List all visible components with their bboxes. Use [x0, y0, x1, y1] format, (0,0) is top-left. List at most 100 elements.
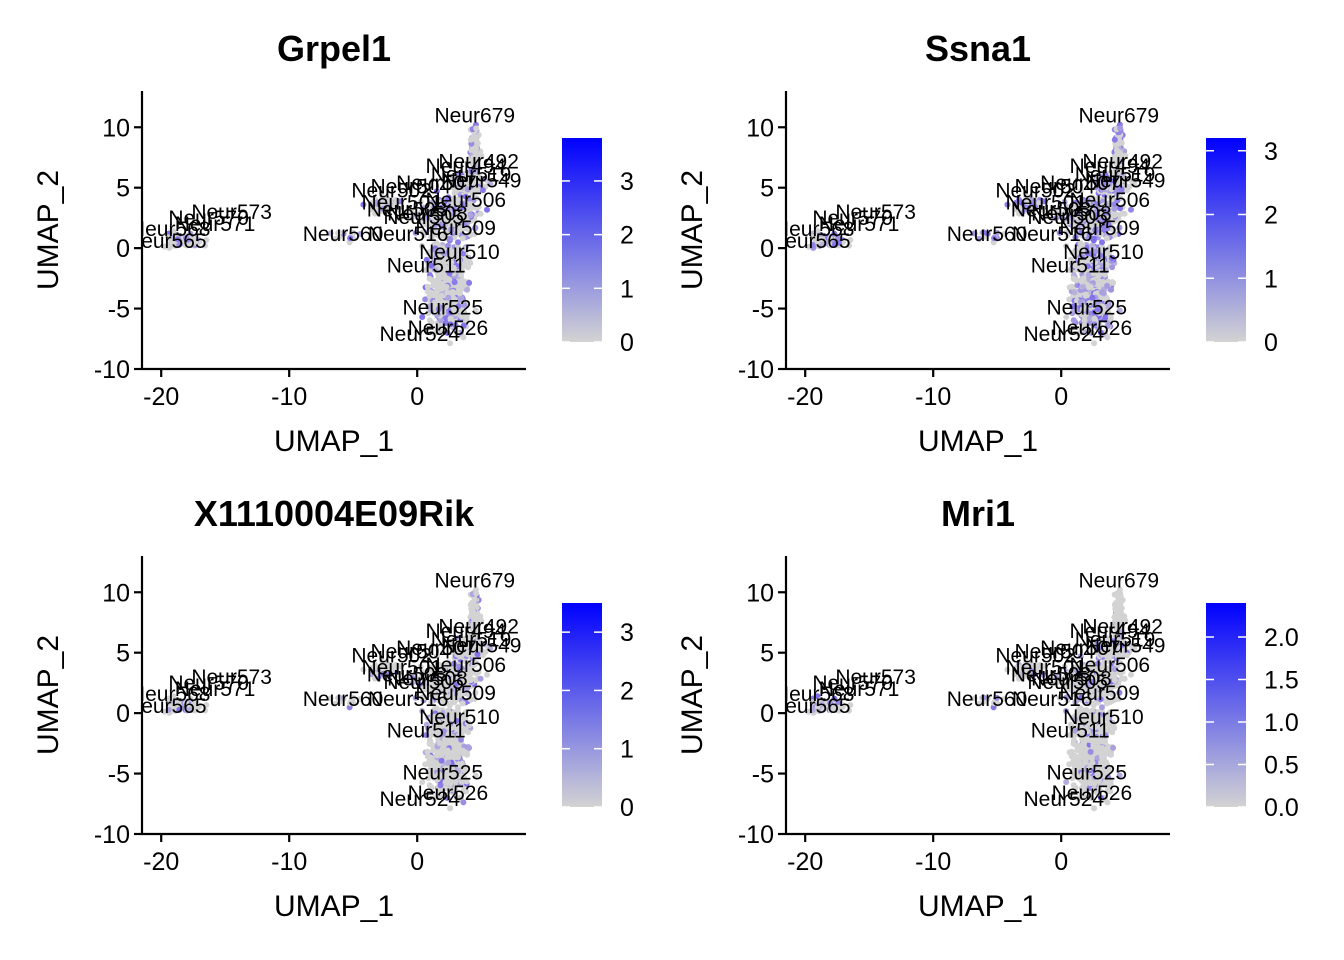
cell-point	[1118, 163, 1125, 170]
cell-point	[466, 172, 473, 179]
cell-point	[453, 329, 460, 336]
cell-point	[835, 239, 842, 246]
cell-point	[1078, 311, 1085, 318]
cluster-label: Neur504	[371, 176, 452, 199]
x-tick-label: -20	[787, 383, 823, 411]
y-tick-label: 5	[760, 175, 774, 203]
cell-point	[454, 174, 461, 181]
cluster-label: Neur679	[435, 569, 516, 592]
cell-point	[435, 207, 442, 214]
cell-point	[435, 283, 442, 290]
cell-point	[1097, 211, 1104, 218]
cell-point	[1116, 180, 1123, 187]
cell-point	[439, 223, 446, 230]
cell-point	[450, 290, 457, 297]
cluster-label: Neur509	[415, 217, 496, 240]
cluster-label: Neur679	[435, 104, 516, 127]
cell-point	[1104, 174, 1111, 181]
cell-point	[327, 230, 334, 237]
cluster-labels-layer: Neur679Neur492Neur494Neur519Neur549Neur5…	[142, 569, 521, 811]
cell-point	[450, 200, 457, 207]
cell-point	[449, 221, 455, 228]
cell-point	[448, 227, 455, 234]
cell-point	[1091, 321, 1098, 328]
cell-point	[434, 217, 441, 224]
cell-point	[459, 250, 466, 257]
cell-point	[423, 256, 430, 263]
y-axis-label: UMAP_2	[676, 170, 709, 290]
cell-point	[1075, 330, 1082, 337]
cell-point	[466, 279, 473, 286]
cell-point	[474, 186, 481, 193]
cell-point	[1067, 256, 1074, 263]
colorbar-tick-label: 2	[1264, 202, 1278, 230]
cell-point	[478, 152, 485, 159]
cell-point	[425, 303, 432, 310]
cell-point	[443, 283, 450, 290]
cell-point	[409, 209, 416, 216]
cell-point	[1118, 186, 1125, 193]
colorbar-gradient	[1206, 138, 1246, 342]
cell-point	[1104, 322, 1111, 329]
cell-point	[809, 241, 816, 248]
cell-point	[405, 205, 412, 212]
cluster-label: Neur526	[408, 317, 489, 340]
cell-point	[1094, 200, 1101, 207]
cell-point	[1086, 231, 1093, 238]
cluster-label: Neur509	[415, 682, 496, 705]
cell-point	[1069, 303, 1076, 310]
cluster-label: Neur571	[175, 213, 256, 236]
cell-point	[1092, 227, 1099, 234]
y-tick-label: 10	[102, 579, 130, 607]
cluster-label: Neur524	[380, 788, 461, 811]
cell-point	[1066, 296, 1073, 303]
cell-point	[1102, 313, 1109, 320]
cell-point	[1074, 204, 1081, 211]
cell-point	[1106, 245, 1113, 252]
cell-point	[1104, 282, 1111, 289]
cell-point	[1131, 180, 1138, 187]
y-tick-label: 0	[760, 235, 774, 263]
cell-point	[464, 255, 471, 262]
cell-point	[418, 209, 425, 216]
cell-point	[456, 202, 463, 209]
cell-point	[360, 201, 367, 208]
cell-point	[443, 748, 450, 755]
cluster-label: Neur679	[1079, 104, 1160, 127]
cell-point	[469, 147, 476, 154]
cell-point	[423, 267, 430, 274]
cell-point	[1128, 206, 1134, 213]
panel-title: Ssna1	[925, 28, 1031, 69]
cell-point	[1111, 231, 1118, 238]
cluster-label: Neur509	[1059, 217, 1140, 240]
cell-point	[1090, 270, 1097, 277]
cell-point	[476, 171, 483, 178]
cell-point	[453, 216, 460, 222]
cell-point	[1106, 193, 1113, 200]
cluster-label: Neur510	[419, 241, 500, 264]
cell-point	[1089, 294, 1096, 301]
cell-point	[449, 300, 456, 307]
y-tick-label: 10	[102, 114, 130, 142]
cluster-label: Neur502	[351, 179, 432, 202]
cell-point	[1108, 255, 1115, 262]
colorbar-tick-label: 1	[620, 275, 634, 303]
cell-point	[165, 234, 172, 241]
cluster-label: Neur511	[1031, 254, 1110, 277]
cell-point	[445, 242, 451, 249]
cell-point	[1060, 216, 1067, 223]
cell-point	[473, 125, 480, 132]
cell-point	[442, 231, 449, 238]
cluster-label: Neur525	[403, 762, 484, 785]
cell-point	[174, 236, 181, 243]
cell-point	[455, 239, 461, 246]
x-ticks: -20 -10 0	[787, 369, 1068, 411]
cell-point	[460, 209, 467, 216]
cell-point	[436, 275, 443, 282]
cell-point	[1111, 212, 1118, 219]
cell-point	[809, 234, 816, 241]
